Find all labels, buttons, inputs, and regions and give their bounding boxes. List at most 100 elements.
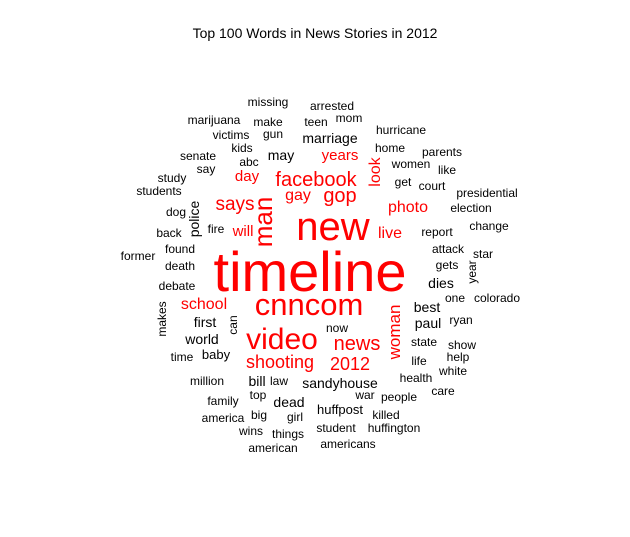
word-presidential: presidential bbox=[456, 186, 517, 200]
word-timeline: timeline bbox=[214, 240, 407, 303]
word-court: court bbox=[419, 179, 446, 193]
word-gun: gun bbox=[263, 127, 283, 141]
word-say: say bbox=[197, 162, 216, 176]
word-american: american bbox=[248, 441, 297, 455]
word-home: home bbox=[375, 141, 405, 155]
word-best: best bbox=[414, 299, 441, 315]
word-hurricane: hurricane bbox=[376, 123, 426, 137]
word-live: live bbox=[378, 225, 402, 242]
word-girl: girl bbox=[287, 410, 303, 424]
word-look: look bbox=[367, 156, 384, 186]
word-news: news bbox=[334, 333, 381, 355]
chart-title: Top 100 Words in News Stories in 2012 bbox=[192, 25, 438, 41]
word-report: report bbox=[421, 225, 453, 239]
word-women: women bbox=[391, 157, 431, 171]
word-may: may bbox=[268, 147, 294, 163]
word-parents: parents bbox=[422, 145, 462, 159]
word-make: make bbox=[253, 115, 283, 129]
word-new: new bbox=[296, 205, 369, 249]
word-gay: gay bbox=[285, 187, 311, 204]
word-world: world bbox=[184, 331, 218, 347]
word-life: life bbox=[411, 354, 427, 368]
word-years: years bbox=[322, 147, 359, 164]
word-change: change bbox=[469, 219, 509, 233]
word-senate: senate bbox=[180, 149, 216, 163]
word-election: election bbox=[450, 201, 491, 215]
word-time: time bbox=[171, 350, 194, 364]
word-people: people bbox=[381, 390, 417, 404]
word-health: health bbox=[400, 371, 433, 385]
word-day: day bbox=[235, 168, 260, 185]
word-sandyhouse: sandyhouse bbox=[302, 375, 378, 391]
word-dead: dead bbox=[273, 394, 304, 410]
word-first: first bbox=[194, 314, 217, 330]
word-law: law bbox=[270, 374, 288, 388]
word-top: top bbox=[250, 388, 267, 402]
word-student: student bbox=[316, 421, 356, 435]
word-makes: makes bbox=[155, 301, 169, 336]
word-fire: fire bbox=[208, 222, 225, 236]
word-found: found bbox=[165, 242, 195, 256]
word-white: white bbox=[438, 364, 467, 378]
word-says: says bbox=[215, 194, 254, 215]
word-bill: bill bbox=[248, 373, 265, 389]
word-man: man bbox=[248, 197, 278, 248]
word-video: video bbox=[246, 323, 318, 356]
word-killed: killed bbox=[372, 408, 399, 422]
word-cnncom: cnncom bbox=[255, 287, 364, 322]
word-back: back bbox=[156, 226, 182, 240]
word-dies: dies bbox=[428, 275, 454, 291]
word-ryan: ryan bbox=[449, 313, 472, 327]
word-baby: baby bbox=[202, 347, 231, 362]
word-study: study bbox=[158, 171, 187, 185]
word-star: star bbox=[473, 247, 493, 261]
word-state: state bbox=[411, 335, 437, 349]
word-attack: attack bbox=[432, 242, 465, 256]
word-get: get bbox=[395, 175, 412, 189]
word-abc: abc bbox=[239, 155, 258, 169]
word-family: family bbox=[207, 394, 238, 408]
word-dog: dog bbox=[166, 205, 186, 219]
word-like: like bbox=[438, 163, 456, 177]
word-huffpost: huffpost bbox=[317, 402, 363, 417]
word-care: care bbox=[431, 384, 455, 398]
word-can: can bbox=[226, 315, 240, 334]
word-big: big bbox=[251, 408, 267, 422]
word-wins: wins bbox=[238, 424, 263, 438]
word-americans: americans bbox=[320, 437, 375, 451]
word-facebook: facebook bbox=[275, 169, 357, 191]
word-one: one bbox=[445, 291, 465, 305]
word-marijuana: marijuana bbox=[188, 113, 241, 127]
word-photo: photo bbox=[388, 199, 428, 216]
word-shooting: shooting bbox=[246, 352, 314, 372]
word-victims: victims bbox=[213, 128, 250, 142]
word-million: million bbox=[190, 374, 224, 388]
word-students: students bbox=[136, 184, 181, 198]
word-teen: teen bbox=[304, 115, 327, 129]
word-police: police bbox=[186, 201, 202, 238]
word-america: america bbox=[202, 411, 245, 425]
word-arrested: arrested bbox=[310, 99, 354, 113]
word-war: war bbox=[354, 388, 374, 402]
word-woman: woman bbox=[385, 305, 404, 361]
word-missing: missing bbox=[248, 95, 289, 109]
word-former: former bbox=[121, 249, 156, 263]
word-mom: mom bbox=[336, 111, 363, 125]
word-show: show bbox=[448, 338, 476, 352]
word-will: will bbox=[232, 223, 254, 240]
word-now: now bbox=[326, 321, 348, 335]
word-death: death bbox=[165, 259, 195, 273]
word-things: things bbox=[272, 427, 304, 441]
word-help: help bbox=[447, 350, 470, 364]
word-2012: 2012 bbox=[330, 354, 370, 374]
word-debate: debate bbox=[159, 279, 196, 293]
word-year: year bbox=[465, 260, 479, 283]
word-marriage: marriage bbox=[302, 130, 357, 146]
word-gop: gop bbox=[323, 185, 356, 207]
word-kids: kids bbox=[231, 141, 252, 155]
word-gets: gets bbox=[436, 258, 459, 272]
word-huffington: huffington bbox=[368, 421, 421, 435]
word-paul: paul bbox=[415, 315, 441, 331]
word-school: school bbox=[181, 296, 227, 313]
